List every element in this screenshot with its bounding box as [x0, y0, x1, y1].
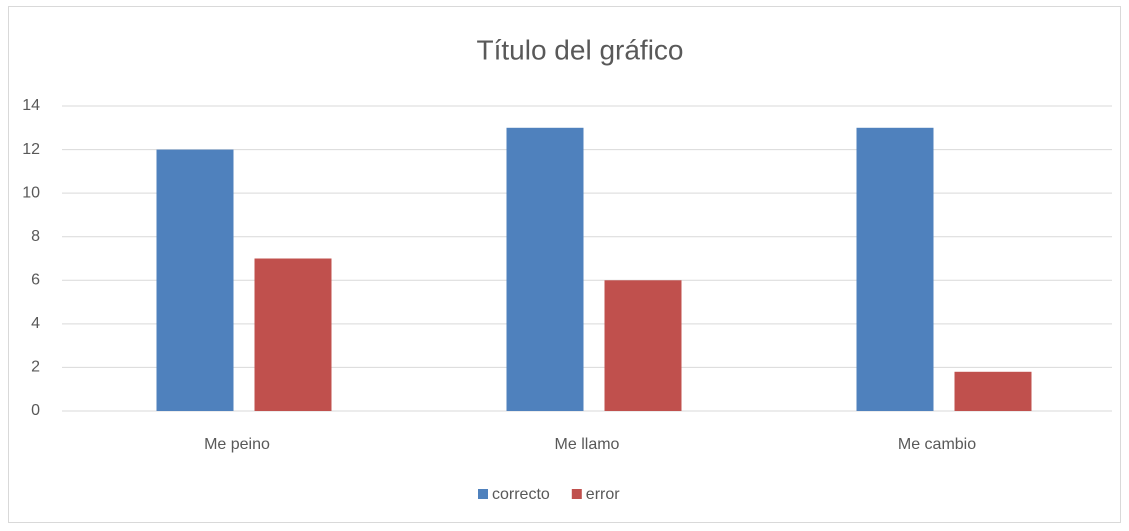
legend-swatch [571, 489, 582, 499]
bar [856, 127, 934, 412]
y-tick-label: 14 [22, 97, 40, 114]
bar [156, 149, 234, 412]
y-tick-label: 8 [31, 228, 40, 245]
bar [954, 371, 1032, 411]
bar [604, 280, 682, 411]
bar [506, 127, 584, 412]
y-tick-label: 12 [22, 141, 40, 158]
bar [254, 258, 332, 411]
x-tick-label: Me cambio [898, 436, 976, 453]
y-tick-label: 2 [31, 359, 40, 376]
y-tick-label: 0 [31, 402, 40, 419]
x-tick-label: Me llamo [555, 436, 620, 453]
y-tick-label: 4 [31, 315, 40, 332]
chart-title: Título del gráfico [477, 34, 684, 65]
y-tick-label: 10 [22, 184, 40, 201]
x-tick-label: Me peino [204, 436, 270, 453]
legend-swatch [478, 489, 488, 499]
legend-label: correcto [492, 486, 550, 503]
legend-label: error [586, 486, 620, 503]
y-tick-label: 6 [31, 272, 40, 289]
